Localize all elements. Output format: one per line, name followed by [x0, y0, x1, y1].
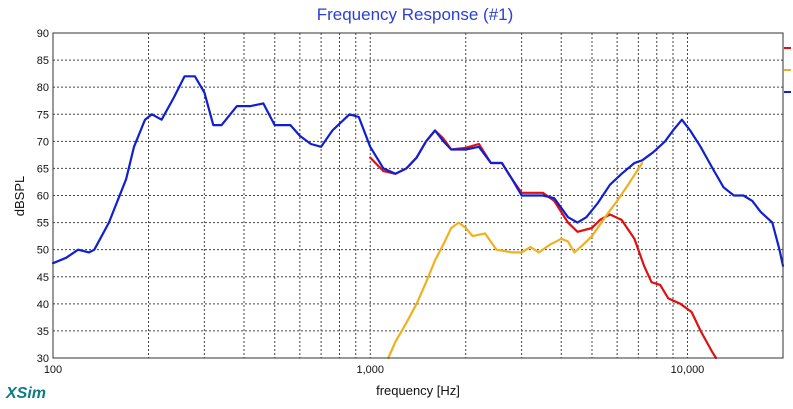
chart-title: Frequency Response (#1) — [317, 5, 514, 24]
x-axis-label: frequency [Hz] — [376, 383, 460, 398]
y-tick-labels: 30 35 40 45 50 55 60 65 70 75 80 85 90 — [37, 28, 49, 365]
series-line-2 — [387, 161, 644, 360]
x-tick-label: 100 — [44, 364, 62, 376]
y-tick-label: 60 — [37, 191, 49, 203]
plot-frame — [52, 32, 784, 359]
y-tick-label: 70 — [37, 136, 49, 148]
y-tick-label: 45 — [37, 272, 49, 284]
y-tick-label: 85 — [37, 55, 49, 67]
y-tick-label: 30 — [37, 353, 49, 365]
y-tick-label: 50 — [37, 245, 49, 257]
y-tick-label: 40 — [37, 299, 49, 311]
xsim-logo: XSim — [6, 385, 47, 402]
series-line-1 — [369, 129, 718, 360]
y-tick-label: 65 — [37, 163, 49, 175]
x-tick-label: 1,000 — [356, 364, 384, 376]
series-lines — [51, 75, 785, 360]
y-tick-label: 35 — [37, 326, 49, 338]
series-line-3 — [51, 75, 785, 267]
grid-lines — [53, 33, 783, 358]
y-tick-label: 80 — [37, 82, 49, 94]
y-tick-label: 75 — [37, 109, 49, 121]
y-tick-label: 90 — [37, 28, 49, 40]
legend-markers — [784, 47, 791, 93]
x-tick-labels: 100 1,000 10,000 — [44, 364, 705, 376]
y-axis-label: dBSPL — [12, 176, 27, 216]
y-tick-label: 55 — [37, 218, 49, 230]
x-tick-label: 10,000 — [671, 364, 705, 376]
